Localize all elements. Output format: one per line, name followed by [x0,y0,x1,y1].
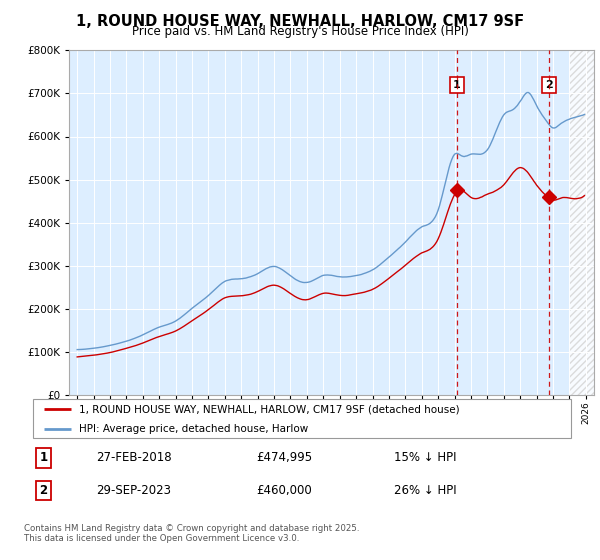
Text: 29-SEP-2023: 29-SEP-2023 [96,484,171,497]
Text: 1, ROUND HOUSE WAY, NEWHALL, HARLOW, CM17 9SF (detached house): 1, ROUND HOUSE WAY, NEWHALL, HARLOW, CM1… [79,404,460,414]
Text: 15% ↓ HPI: 15% ↓ HPI [394,451,457,464]
Text: Price paid vs. HM Land Registry's House Price Index (HPI): Price paid vs. HM Land Registry's House … [131,25,469,38]
Text: 2: 2 [39,484,47,497]
Text: £460,000: £460,000 [256,484,311,497]
FancyBboxPatch shape [33,399,571,438]
Text: 1, ROUND HOUSE WAY, NEWHALL, HARLOW, CM17 9SF: 1, ROUND HOUSE WAY, NEWHALL, HARLOW, CM1… [76,14,524,29]
Text: 1: 1 [39,451,47,464]
Text: 2: 2 [545,80,553,90]
Text: £474,995: £474,995 [256,451,312,464]
Text: HPI: Average price, detached house, Harlow: HPI: Average price, detached house, Harl… [79,424,308,434]
Text: 26% ↓ HPI: 26% ↓ HPI [394,484,457,497]
Text: Contains HM Land Registry data © Crown copyright and database right 2025.
This d: Contains HM Land Registry data © Crown c… [24,524,359,543]
Bar [569,50,600,395]
Text: 1: 1 [453,80,461,90]
Text: 27-FEB-2018: 27-FEB-2018 [96,451,172,464]
